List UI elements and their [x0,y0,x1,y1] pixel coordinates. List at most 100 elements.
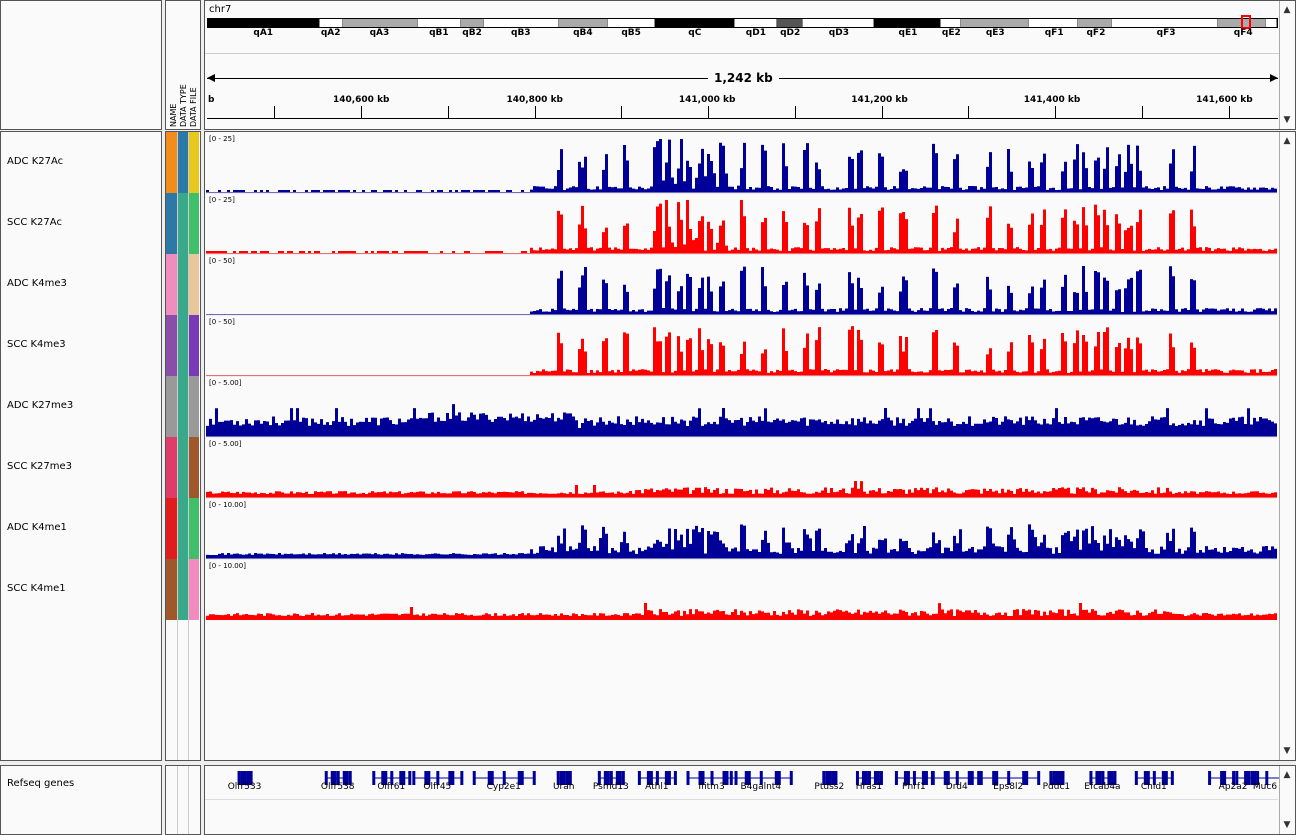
gene-feature[interactable] [372,771,412,785]
attribute-cell[interactable] [188,254,199,315]
track-name[interactable]: ADC K27Ac [7,156,64,167]
attribute-cell[interactable] [177,437,188,498]
attribute-cell[interactable] [177,498,188,559]
gene-label[interactable]: Ptdss2 [814,782,845,792]
attribute-cell[interactable] [177,559,188,620]
attribute-cell[interactable] [177,132,188,193]
data-tracks-svg[interactable] [206,132,1279,760]
ideogram-band[interactable] [1266,19,1277,27]
gene-feature[interactable] [855,771,883,785]
ideogram-band[interactable] [1112,19,1219,27]
ideogram-band[interactable] [803,19,874,27]
ideogram-band[interactable] [607,19,655,27]
gene-label[interactable]: Eps8l2 [993,782,1024,792]
attribute-cell[interactable] [166,193,177,254]
attribute-cell[interactable] [177,376,188,437]
attribute-cell[interactable] [188,132,199,193]
gene-label[interactable]: Olfr45 [423,782,452,792]
attribute-cell[interactable] [188,376,199,437]
gene-label[interactable]: Pddc1 [1042,782,1071,792]
gene-label[interactable]: Urah [552,782,575,792]
ideogram-band[interactable] [735,19,777,27]
track-name[interactable]: SCC K4me3 [7,339,66,350]
attribute-header-name[interactable]: NAME [169,103,178,127]
ideogram-band[interactable] [1028,19,1079,27]
gene-feature[interactable] [1134,771,1174,785]
gene-feature[interactable] [556,771,572,785]
gene-feature[interactable] [597,771,625,785]
ideogram-band[interactable] [320,19,343,27]
attribute-cell[interactable] [166,315,177,376]
track-name[interactable]: SCC K27me3 [7,461,73,472]
gene-feature[interactable] [729,771,793,785]
gene-label[interactable]: Efcab4a [1084,782,1121,792]
gene-feature[interactable] [1089,771,1117,785]
attribute-cell[interactable] [188,193,199,254]
gene-label[interactable]: B4galnt4 [740,782,782,792]
track-name[interactable]: SCC K4me1 [7,583,66,594]
gene-feature[interactable] [822,771,838,785]
current-region-marker[interactable] [1241,15,1251,29]
track-name[interactable]: ADC K4me1 [7,522,67,533]
attribute-cell[interactable] [188,437,199,498]
ideogram-band[interactable] [941,19,961,27]
attribute-header-data-file[interactable]: DATA FILE [189,87,198,127]
header-scrollbar[interactable]: ▲ ▼ [1279,1,1296,129]
data-scrollbar[interactable]: ▲ ▼ [1279,132,1296,760]
gene-feature[interactable] [1049,771,1065,785]
gene-label[interactable]: Cyp2e1 [486,782,521,792]
gene-label[interactable]: Hras1 [855,782,883,792]
attribute-cell[interactable] [166,559,177,620]
gene-feature[interactable] [237,771,253,785]
ideogram-band[interactable] [960,19,1029,27]
gene-label[interactable]: Ifitm3 [698,782,725,792]
gene-label[interactable]: Ap2a2 [1218,782,1248,792]
ideogram-band[interactable] [1078,19,1113,27]
gene-feature[interactable] [412,771,464,785]
ideogram-band[interactable] [776,19,804,27]
ideogram-band[interactable] [417,19,462,27]
gene-track-svg[interactable] [206,768,1279,798]
attribute-cell[interactable] [188,498,199,559]
scroll-down-icon[interactable]: ▼ [1283,115,1291,125]
attribute-cell[interactable] [166,437,177,498]
scroll-down-icon[interactable]: ▼ [1283,820,1291,830]
feature-track-name[interactable]: Refseq genes [7,778,75,789]
gene-feature[interactable] [977,771,1041,785]
gene-label[interactable]: Olfr533 [227,782,262,792]
gene-label[interactable]: Olfr61 [377,782,406,792]
gene-label[interactable]: Athl1 [645,782,669,792]
gene-label[interactable]: Chid1 [1140,782,1167,792]
attribute-cell[interactable] [166,132,177,193]
ideogram-band[interactable] [873,19,942,27]
gene-feature[interactable] [1235,771,1279,785]
scroll-down-icon[interactable]: ▼ [1283,746,1291,756]
track-name[interactable]: ADC K27me3 [7,400,74,411]
ideogram-band[interactable] [342,19,418,27]
attribute-cell[interactable] [188,315,199,376]
feature-scrollbar[interactable]: ▲ ▼ [1279,766,1296,834]
attribute-cell[interactable] [177,193,188,254]
scroll-up-icon[interactable]: ▲ [1283,770,1291,780]
attribute-cell[interactable] [166,498,177,559]
attribute-header-data-type[interactable]: DATA TYPE [179,84,188,127]
track-name[interactable]: ADC K4me3 [7,278,67,289]
gene-feature[interactable] [324,771,352,785]
gene-label[interactable]: Drd4 [945,782,968,792]
gene-label[interactable]: Phrf1 [902,782,926,792]
gene-label[interactable]: Muc6 [1252,782,1278,792]
attribute-cell[interactable] [166,376,177,437]
attribute-cell[interactable] [177,254,188,315]
ideogram-band[interactable] [461,19,484,27]
attribute-cell[interactable] [166,254,177,315]
ideogram-band[interactable] [208,19,321,27]
gene-feature[interactable] [472,771,536,785]
gene-feature[interactable] [637,771,677,785]
track-name[interactable]: SCC K27Ac [7,217,62,228]
gene-label[interactable]: Olfr538 [320,782,355,792]
gene-label[interactable]: Psmd13 [592,782,629,792]
scroll-up-icon[interactable]: ▲ [1283,136,1291,146]
ideogram-band[interactable] [483,19,559,27]
attribute-cell[interactable] [177,315,188,376]
ideogram-band[interactable] [654,19,735,27]
